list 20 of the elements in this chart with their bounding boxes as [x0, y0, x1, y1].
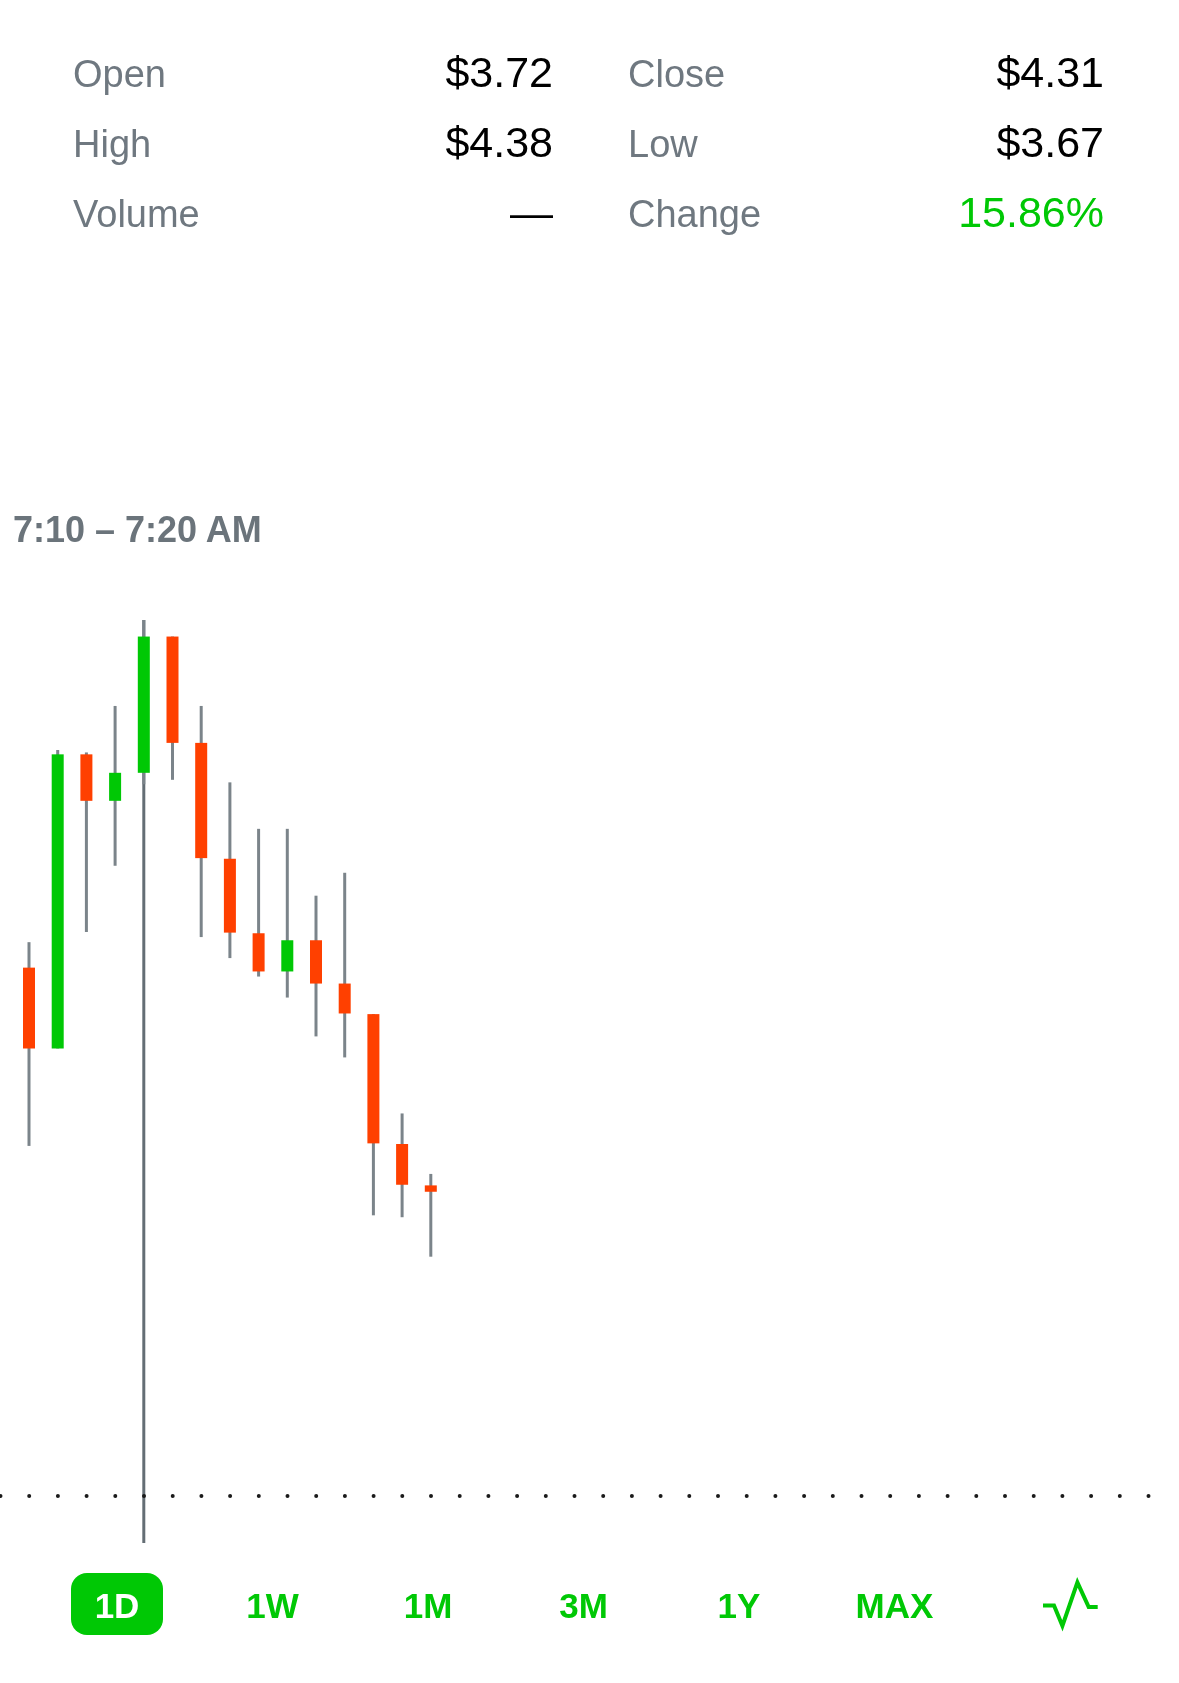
text: $3.67 — [996, 118, 1104, 166]
text: $4.31 — [996, 48, 1104, 96]
text: 1M — [403, 1586, 453, 1625]
text: MAX — [855, 1586, 935, 1625]
text: Volume — [73, 193, 200, 235]
text: 7:10 – 7:20 AM — [13, 509, 262, 550]
text: High — [73, 123, 152, 165]
text: Open — [73, 53, 166, 95]
text: 1D — [94, 1586, 140, 1625]
text: $3.72 — [445, 48, 553, 96]
text: 3M — [559, 1586, 608, 1625]
text: Close — [628, 53, 726, 95]
text: $4.38 — [445, 118, 553, 166]
text: — — [510, 188, 553, 236]
text: 15.86% — [958, 188, 1104, 236]
text: 1Y — [717, 1586, 761, 1625]
candlestick — [424, 1172, 437, 1257]
text: 1W — [246, 1586, 299, 1625]
text: Change — [628, 193, 762, 235]
text: Low — [628, 123, 699, 165]
